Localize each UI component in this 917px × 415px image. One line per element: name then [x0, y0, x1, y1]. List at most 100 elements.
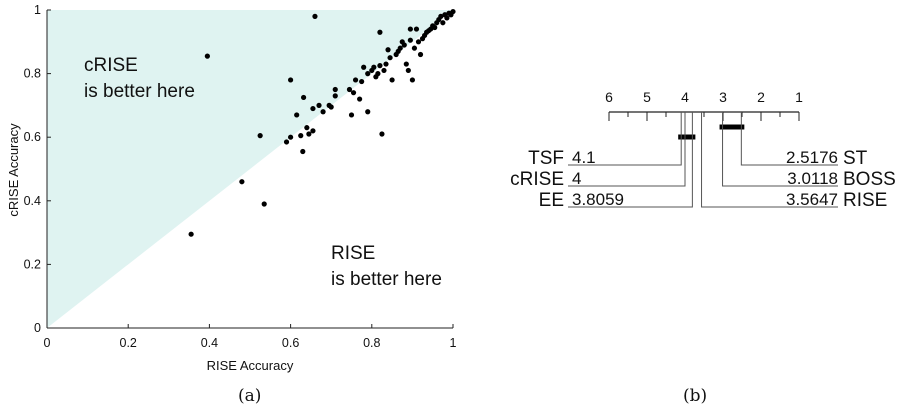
x-tick-label: 1	[450, 336, 457, 350]
data-point	[352, 77, 359, 83]
cd-left-connector	[568, 112, 686, 187]
data-point	[239, 179, 245, 185]
cd-clique-bars	[678, 124, 745, 140]
cd-tick-label: 5	[643, 89, 651, 105]
cd-right-connector	[740, 112, 838, 166]
caption-a: (a)	[238, 386, 262, 406]
cd-ticks: 6 5 4 3 2 1	[605, 89, 803, 121]
data-point	[357, 96, 363, 102]
data-point	[403, 61, 409, 67]
cd-method-rank: 3.8059	[572, 190, 624, 209]
y-axis-label: cRISE Accuracy	[6, 123, 21, 217]
cd-left-connector	[568, 112, 693, 208]
y-tick-label: 0	[34, 321, 41, 335]
cd-tick-label: 1	[795, 89, 803, 105]
cd-method-name: TSF	[528, 148, 564, 169]
data-point	[288, 77, 294, 83]
data-point	[377, 29, 383, 35]
upper-region-label-line2: is better here	[84, 81, 195, 102]
data-point	[385, 47, 391, 53]
upper-region-label-line1: cRISE	[84, 55, 138, 76]
data-point	[377, 63, 383, 69]
data-point	[257, 133, 263, 139]
cd-tick-label: 2	[757, 89, 765, 105]
data-point	[332, 93, 338, 99]
cd-method-name: EE	[539, 190, 564, 211]
data-point	[310, 105, 316, 112]
x-tick-label: 0.8	[363, 336, 380, 350]
data-point	[320, 109, 326, 115]
data-point	[298, 133, 304, 139]
caption-b: (b)	[683, 386, 708, 406]
cd-method-rank: 2.5176	[786, 148, 838, 167]
data-point	[387, 55, 393, 61]
y-tick-label: 0.4	[24, 194, 41, 208]
cd-method-name: cRISE	[510, 169, 564, 190]
cd-method-name: BOSS	[843, 169, 896, 190]
cd-method-rank: 3.5647	[786, 190, 838, 209]
y-ticks: 0 0.2 0.4 0.6 0.8 1	[24, 3, 51, 335]
data-point	[371, 64, 377, 70]
x-tick-label: 0.2	[120, 336, 137, 350]
x-axis-label: RISE Accuracy	[207, 358, 294, 373]
data-point	[405, 67, 411, 74]
cd-right-connector	[722, 112, 838, 187]
data-point	[346, 86, 353, 93]
data-point	[375, 71, 381, 77]
data-point	[312, 13, 318, 19]
data-point	[389, 77, 395, 83]
cd-left-methods: TSF 4.1 cRISE 4 EE 3.8059	[510, 112, 693, 211]
data-point	[411, 45, 418, 51]
cd-method-name: RISE	[843, 190, 887, 211]
data-point	[438, 13, 444, 19]
x-tick-label: 0.4	[201, 336, 218, 350]
data-point	[332, 86, 338, 93]
data-point	[306, 131, 312, 137]
data-point	[444, 15, 450, 21]
data-point	[361, 64, 367, 70]
y-tick-label: 0.6	[24, 130, 41, 144]
y-tick-label: 0.2	[24, 257, 41, 271]
data-point	[365, 71, 371, 77]
cd-tick-label: 4	[681, 89, 689, 105]
scatter-points	[188, 8, 456, 237]
data-point	[415, 39, 422, 45]
data-point	[283, 139, 290, 145]
cd-method-name: ST	[843, 148, 868, 169]
x-ticks: 0 0.2 0.4 0.6 0.8 1	[44, 324, 457, 350]
data-point	[300, 148, 306, 155]
cd-method-rank: 3.0118	[787, 169, 838, 188]
cd-right-methods: 2.5176 ST 3.0118 BOSS 3.5647 RISE	[701, 112, 896, 211]
data-point	[294, 112, 300, 118]
data-point	[304, 125, 310, 131]
data-point	[450, 8, 456, 15]
data-point	[359, 78, 365, 85]
cd-left-connector	[568, 112, 682, 166]
cd-method-rank: 4.1	[572, 148, 596, 167]
data-point	[432, 24, 438, 31]
cd-method-rank: 4	[572, 169, 581, 188]
data-point	[188, 231, 194, 237]
data-point	[316, 102, 322, 108]
data-point	[440, 20, 446, 26]
data-point	[379, 131, 385, 137]
data-point	[417, 51, 424, 58]
cd-right-connector	[701, 112, 838, 208]
data-point	[204, 53, 210, 59]
x-tick-label: 0.6	[282, 336, 299, 350]
data-point	[365, 109, 371, 115]
data-point	[348, 112, 355, 118]
cd-tick-label: 3	[719, 89, 727, 105]
data-point	[407, 37, 413, 43]
data-point	[310, 128, 316, 134]
cd-tick-label: 6	[605, 89, 613, 105]
data-point	[288, 134, 294, 140]
data-point	[407, 26, 413, 32]
y-tick-label: 0.8	[24, 67, 41, 81]
data-point	[261, 201, 267, 207]
y-tick-label: 1	[34, 3, 41, 17]
data-point	[381, 67, 387, 74]
x-tick-label: 0	[44, 336, 51, 350]
